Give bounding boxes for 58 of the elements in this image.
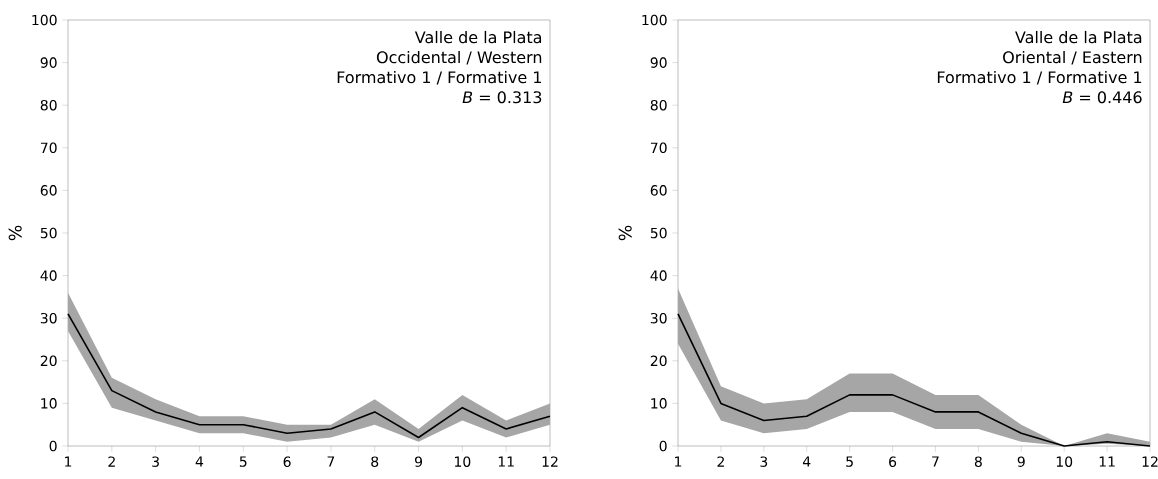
y-tick-label: 70 (40, 142, 57, 154)
y-tick-label: 80 (650, 99, 667, 111)
x-tick-label: 12 (1142, 456, 1158, 467)
y-tick-label: 40 (40, 270, 57, 281)
annotation: Valle de la Plata (414, 30, 542, 44)
annotation: Formativo 1 / Formative 1 (937, 70, 1142, 85)
annotation: Occidental / Western (376, 50, 542, 65)
y-tick-label: 50 (650, 227, 667, 239)
x-tick-label: 1 (65, 456, 72, 467)
annotation: Oriental / Eastern (1003, 50, 1142, 65)
y-tick-label: 70 (650, 142, 667, 154)
x-tick-label: 3 (760, 456, 768, 467)
x-tick-label: 9 (414, 456, 423, 467)
x-tick-label: 1 (675, 456, 682, 467)
x-tick-label: 2 (108, 456, 115, 467)
x-tick-label: 9 (1017, 456, 1025, 467)
line-series (677, 313, 1151, 447)
annotation: B = 0.446 (1062, 91, 1142, 104)
x-tick-label: 8 (974, 456, 982, 467)
y-tick-label: 90 (650, 57, 667, 68)
y-tick-label: 60 (40, 185, 57, 196)
x-tick-label: 10 (1056, 456, 1073, 467)
annotation: B = 0.313 (462, 91, 542, 104)
y-tick-label: 100 (642, 14, 667, 26)
y-axis-title: % (618, 225, 632, 241)
line-series (67, 313, 551, 439)
y-tick-label: 20 (650, 355, 667, 367)
y-tick-label: 60 (650, 185, 667, 196)
x-tick-label: 4 (802, 456, 811, 467)
x-tick-label: 7 (932, 456, 939, 467)
x-tick-label: 8 (371, 456, 379, 467)
x-tick-label: 11 (498, 456, 514, 467)
x-tick-label: 4 (195, 456, 204, 467)
x-tick-label: 6 (283, 456, 291, 467)
y-tick-label: 30 (40, 312, 57, 324)
y-tick-label: 20 (40, 355, 57, 367)
y-tick-label: 40 (650, 270, 667, 281)
y-tick-label: 0 (659, 440, 667, 452)
y-tick-label: 10 (651, 398, 667, 409)
y-tick-label: 10 (41, 398, 57, 409)
x-tick-label: 5 (239, 456, 247, 467)
y-tick-label: 30 (650, 312, 667, 324)
annotation: Valle de la Plata (1015, 30, 1142, 44)
y-tick-label: 0 (49, 440, 57, 452)
x-tick-label: 5 (846, 456, 853, 467)
x-tick-label: 7 (327, 456, 335, 467)
y-tick-label: 90 (40, 57, 57, 68)
annotation: Formativo 1 / Formative 1 (337, 70, 542, 85)
x-tick-label: 10 (454, 456, 471, 467)
y-axis-title: % (8, 225, 22, 241)
x-tick-label: 2 (717, 456, 724, 467)
x-tick-label: 6 (889, 456, 897, 467)
y-tick-label: 50 (40, 227, 57, 239)
x-tick-label: 3 (152, 456, 159, 467)
x-tick-label: 11 (1099, 456, 1115, 467)
x-tick-label: 12 (542, 456, 558, 467)
y-tick-label: 80 (40, 99, 57, 111)
y-tick-label: 100 (32, 14, 57, 26)
